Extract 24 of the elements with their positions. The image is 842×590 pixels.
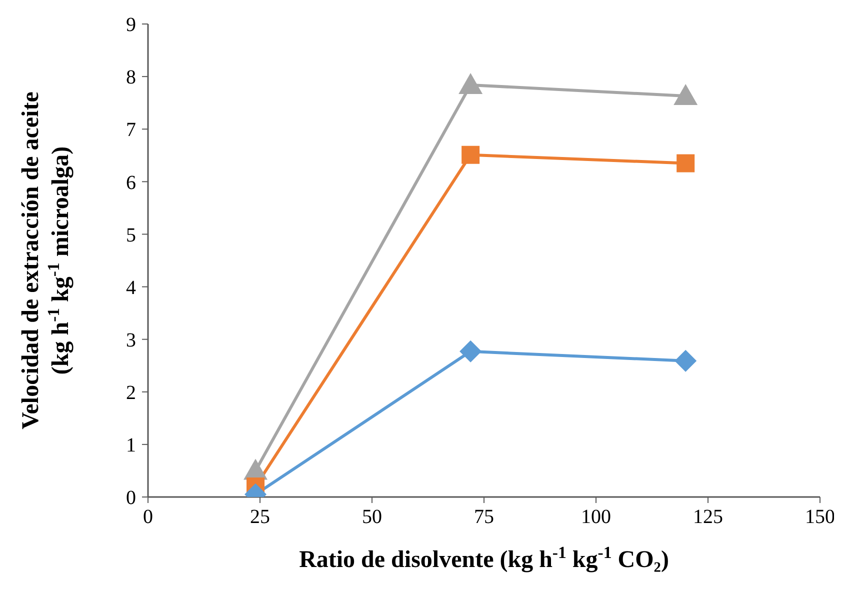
x-tick-label: 25: [250, 506, 270, 528]
x-tick-label: 125: [693, 506, 723, 528]
x-tick-label: 0: [143, 506, 153, 528]
x-tick-label: 50: [362, 506, 382, 528]
y-tick-label: 3: [126, 329, 136, 352]
y-tick-label: 9: [126, 14, 136, 36]
x-tick-label: 75: [474, 506, 494, 528]
point: [674, 84, 698, 105]
x-tick-label: 150: [805, 506, 835, 528]
point: [462, 146, 480, 164]
point: [458, 72, 483, 94]
point: [460, 340, 482, 362]
y-tick-label: 6: [126, 172, 136, 194]
x-axis-title: Ratio de disolvente (kg h$^{-1}$ kg$^{-1}$ CO₂): [299, 542, 669, 573]
point: [674, 350, 697, 372]
y-tick-label: 5: [126, 224, 136, 246]
y-tick-label: 7: [126, 119, 136, 142]
y-tick-label: 8: [126, 66, 136, 89]
y-tick-label: 4: [126, 276, 136, 299]
y-tick-label: 0: [126, 487, 136, 510]
x-tick-label: 100: [581, 506, 611, 528]
point: [676, 154, 695, 172]
y-tick-label: 2: [126, 382, 136, 404]
y-tick-label: 1: [126, 434, 136, 457]
